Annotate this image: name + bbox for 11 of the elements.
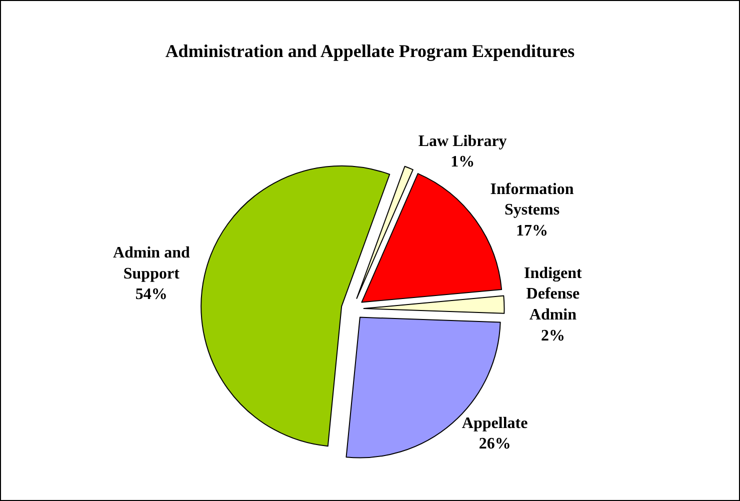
data-label: 1% xyxy=(450,154,475,171)
slice-label: Law Library xyxy=(418,132,507,150)
data-label: 2% xyxy=(540,327,565,344)
slice-label: Admin and Support xyxy=(112,244,190,282)
slice-label: Information Systems xyxy=(490,180,574,219)
data-label: 17% xyxy=(516,222,548,240)
data-label: 54% xyxy=(135,286,168,304)
chart-title: Administration and Appellate Program Expenditures xyxy=(165,41,575,62)
slice-label: Indigent Defense Admin xyxy=(524,264,583,324)
data-label: 26% xyxy=(478,436,511,453)
slice-label: Appellate xyxy=(462,414,528,432)
